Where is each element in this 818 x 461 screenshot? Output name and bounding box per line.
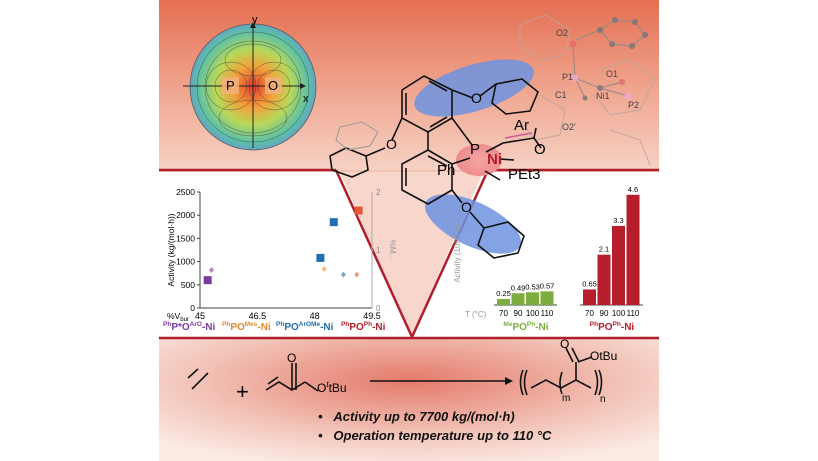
scatter-point-m xyxy=(321,266,327,273)
arrow-head xyxy=(505,377,513,385)
bar-value-label: 0.65 xyxy=(582,279,597,288)
repeat-m-label: m xyxy=(562,393,571,404)
scatter-y-tick-label: 2000 xyxy=(176,210,195,220)
scatter-y2-tick-label: 2 xyxy=(376,188,381,197)
map-o-label: O xyxy=(268,78,279,93)
crystal-structure-icon xyxy=(519,14,656,166)
bar-value-label: 2.1 xyxy=(599,245,609,254)
bottom-ether-o-label: O xyxy=(461,199,472,215)
bar xyxy=(583,289,596,305)
o-atom-label: O xyxy=(534,141,546,158)
highlights-list: • Activity up to 7700 kg/(mol·h) • Opera… xyxy=(318,409,551,447)
scatter-point-m xyxy=(354,271,360,278)
catalyst-label: PhPOMes-Ni xyxy=(222,321,271,333)
bar-temp-label: 110 xyxy=(541,309,554,318)
bar xyxy=(511,293,525,305)
reactant-otbu-label: OttBu xyxy=(317,380,347,395)
bar-temp-label: 90 xyxy=(600,309,609,318)
scatter-y-label: Activity (kg/(mol·h)) xyxy=(166,213,176,286)
bar-y-label: Activity (1000 kg... xyxy=(453,217,462,282)
bar-value-label: 3.3 xyxy=(613,216,623,225)
product-otbu-label: OtBu xyxy=(590,349,618,363)
crystal-o1-label: O1 xyxy=(606,69,619,79)
bottom-panel-bg xyxy=(159,338,659,461)
polymer-icon xyxy=(519,347,603,396)
map-p-label: P xyxy=(226,78,235,93)
top-ether-o-label: O xyxy=(471,90,482,106)
scatter-y2-tick-label: 0 xyxy=(376,304,381,313)
scatter-x-tick-label: 46.5 xyxy=(249,311,267,321)
acrylate-icon xyxy=(265,363,319,392)
pet3-label: PEt3 xyxy=(508,166,541,183)
crystal-p1-label: P1 xyxy=(562,72,574,82)
bar xyxy=(626,194,640,305)
scatter-x-tick-label: 48 xyxy=(310,311,320,321)
molecule-structure-icon xyxy=(329,59,542,259)
bar-value-label: 0.25 xyxy=(496,289,511,298)
bar xyxy=(540,291,554,305)
bar xyxy=(526,292,539,305)
scatter-y-tick-label: 0 xyxy=(190,303,195,313)
product-carbonyl-o: O xyxy=(560,337,570,351)
scatter-point-activity xyxy=(354,206,363,215)
scatter-y-tick-label: 1000 xyxy=(176,257,195,267)
bar-value-label: 0.57 xyxy=(540,281,555,290)
reactant-carbonyl-o: O xyxy=(287,351,297,365)
map-x-axis-label: x xyxy=(303,93,309,105)
ar-label: Ar xyxy=(514,117,529,134)
bar-value-label: 0.49 xyxy=(511,283,526,292)
p-atom-label: P xyxy=(470,141,481,158)
ph-label: Ph xyxy=(437,162,456,179)
scatter-y2-tick-label: 1 xyxy=(376,246,381,255)
bar-group-label: PhPOPh-Ni xyxy=(590,321,635,333)
repeat-n-label: n xyxy=(600,394,606,405)
crystal-p2-label: P2 xyxy=(628,100,640,110)
bar xyxy=(612,225,625,305)
scatter-y-tick-label: 2500 xyxy=(176,187,195,197)
bar-x-label: T (°C) xyxy=(465,310,487,319)
scatter-point-m xyxy=(340,271,346,278)
plus-sign: + xyxy=(236,379,249,404)
crystal-ni1-label: Ni1 xyxy=(596,91,610,101)
bar xyxy=(497,299,510,305)
ethylene-icon xyxy=(187,368,199,379)
panel-frame xyxy=(159,168,659,340)
bar-temp-label: 70 xyxy=(499,309,508,318)
crystal-o2-label: O2 xyxy=(556,28,569,38)
catalyst-label: PhPOPh-Ni xyxy=(341,321,386,333)
crystal-o2prime-label: O2' xyxy=(562,122,576,132)
bar-temp-label: 90 xyxy=(514,309,523,318)
bar-temp-label: 100 xyxy=(526,309,540,318)
catalyst-label: PhP*OArO-Ni xyxy=(163,321,215,333)
bar xyxy=(597,254,611,305)
bar-temp-label: 110 xyxy=(627,309,640,318)
scatter-point-m xyxy=(208,266,214,273)
bar-chart: Activity (1000 kg... T (°C) 0.25 70 0.49 90 0.… xyxy=(453,185,643,333)
steric-map-icon xyxy=(183,22,317,151)
scatter-y2-label: %M... xyxy=(388,240,397,260)
crystal-c1-label: C1 xyxy=(555,90,567,100)
catalyst-label: PhPOArOMe-Ni xyxy=(276,321,334,333)
scatter-x-tick-label: 45 xyxy=(195,311,205,321)
ni-atom-label: Ni xyxy=(487,151,502,168)
highlight-temperature: • Operation temperature up to 110 °C xyxy=(318,428,552,443)
scatter-y-tick-label: 1500 xyxy=(176,233,195,243)
bar-group-label: MePOPh-Ni xyxy=(503,321,548,333)
scatter-point-activity xyxy=(316,253,325,262)
bar-value-label: 0.53 xyxy=(525,282,540,291)
scatter-point-activity xyxy=(329,218,338,227)
scatter-point-activity xyxy=(203,276,212,285)
bar-temp-label: 100 xyxy=(612,309,626,318)
highlight-activity: • Activity up to 7700 kg/(mol·h) xyxy=(318,409,515,424)
map-y-axis-label: y xyxy=(252,14,258,26)
reaction-scheme xyxy=(187,347,603,396)
left-ether-o-label: O xyxy=(386,136,397,152)
scatter-x-tick-label: 49.5 xyxy=(363,311,381,321)
bar-value-label: 4.6 xyxy=(628,185,638,194)
bar-temp-label: 70 xyxy=(585,309,594,318)
scatter-y-tick-label: 500 xyxy=(181,280,195,290)
